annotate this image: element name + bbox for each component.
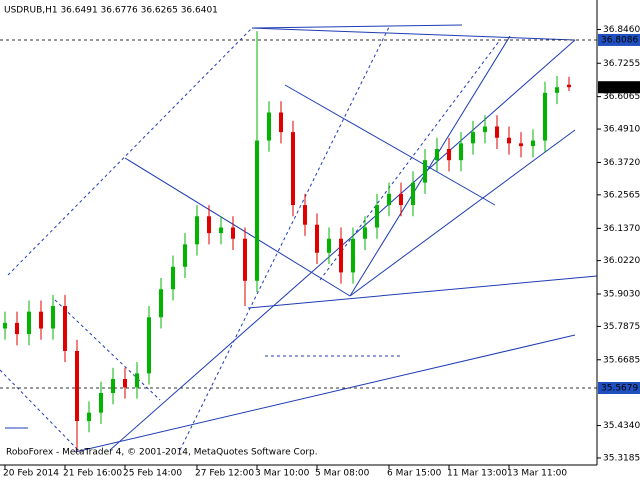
candle-body (555, 87, 559, 93)
price-level-label: 36.8086 (601, 35, 638, 45)
candle-body (423, 160, 427, 183)
x-tick-label: 5 Mar 08:00 (315, 469, 370, 479)
candle-body (3, 322, 7, 329)
candle-body (267, 112, 271, 141)
candle-body (447, 148, 451, 161)
candle-body (459, 143, 463, 161)
chart-title: USDRUB,H1 36.6491 36.6776 36.6265 36.640… (4, 6, 218, 16)
candle-body (147, 317, 151, 374)
candle-body (351, 238, 355, 273)
candle-body (543, 92, 547, 141)
y-tick-label: 35.9030 (603, 289, 640, 299)
candle-body (123, 378, 127, 388)
candle-body (135, 373, 139, 388)
candle-body (531, 140, 535, 147)
candle-body (75, 350, 79, 422)
x-tick-label: 3 Mar 10:00 (255, 469, 310, 479)
candle-body (291, 132, 295, 206)
candle-body (195, 216, 199, 245)
y-tick-label: 36.4910 (603, 125, 640, 135)
candle-body (519, 143, 523, 147)
y-tick-label: 36.0220 (603, 256, 640, 266)
candle-body (435, 148, 439, 161)
candle-body (279, 112, 283, 133)
candle-body (315, 224, 319, 253)
price-level-label: 35.5679 (601, 383, 638, 393)
y-tick-label: 35.6685 (603, 355, 640, 365)
x-tick-label: 21 Feb 16:00 (63, 469, 122, 479)
candle-body (495, 126, 499, 138)
candle-body (63, 306, 67, 351)
candle-body (27, 311, 31, 335)
candle-body (471, 132, 475, 144)
candle-body (99, 393, 103, 413)
candle-body (111, 378, 115, 394)
candle-body (159, 289, 163, 318)
candle-body (483, 126, 487, 133)
y-tick-label: 36.1370 (603, 224, 640, 234)
x-tick-label: 11 Mar 13:00 (447, 469, 507, 479)
candle-body (255, 140, 259, 281)
candle-body (207, 216, 211, 234)
x-tick-label: 6 Mar 15:00 (387, 469, 442, 479)
y-tick-label: 35.4340 (603, 421, 640, 431)
candle-body (15, 322, 19, 335)
price-level-box (598, 33, 640, 46)
price-level-box (598, 381, 640, 394)
candle-body (87, 412, 91, 422)
candle-body (411, 182, 415, 206)
candle-body (387, 193, 391, 206)
x-tick-label: 27 Feb 12:00 (195, 469, 254, 479)
candle-body (327, 238, 331, 253)
candle-body (339, 238, 343, 273)
y-tick-label: 36.2565 (603, 190, 640, 200)
candle-body (39, 311, 43, 329)
y-tick-label: 36.3720 (603, 158, 640, 168)
candle-body (303, 205, 307, 225)
candle-body (231, 227, 235, 239)
y-tick-label: 36.8460 (603, 25, 640, 35)
candle-body (171, 266, 175, 290)
y-tick-label: 36.7255 (603, 59, 640, 69)
x-tick-label: 20 Feb 2014 (3, 469, 59, 479)
x-tick-label: 13 Mar 11:00 (507, 469, 567, 479)
x-tick-label: 25 Feb 14:00 (123, 469, 182, 479)
price-level-box (598, 81, 640, 94)
candle-body (507, 137, 511, 144)
candle-body (363, 227, 367, 239)
price-level-label: 36.6401 (601, 83, 638, 93)
footer: RoboForex - MetaTrader 4, © 2001-2014, M… (6, 448, 318, 458)
y-tick-label: 35.7875 (603, 322, 640, 332)
candle-body (243, 238, 247, 281)
candle-body (399, 193, 403, 206)
candle-body (51, 306, 55, 329)
candle-body (183, 244, 187, 267)
candle-body (375, 205, 379, 228)
plot-area (0, 31, 597, 452)
candle-body (219, 227, 223, 234)
candle-body (567, 84, 571, 88)
y-tick-label: 35.3185 (603, 453, 640, 463)
y-tick-label: 36.6065 (603, 92, 640, 102)
